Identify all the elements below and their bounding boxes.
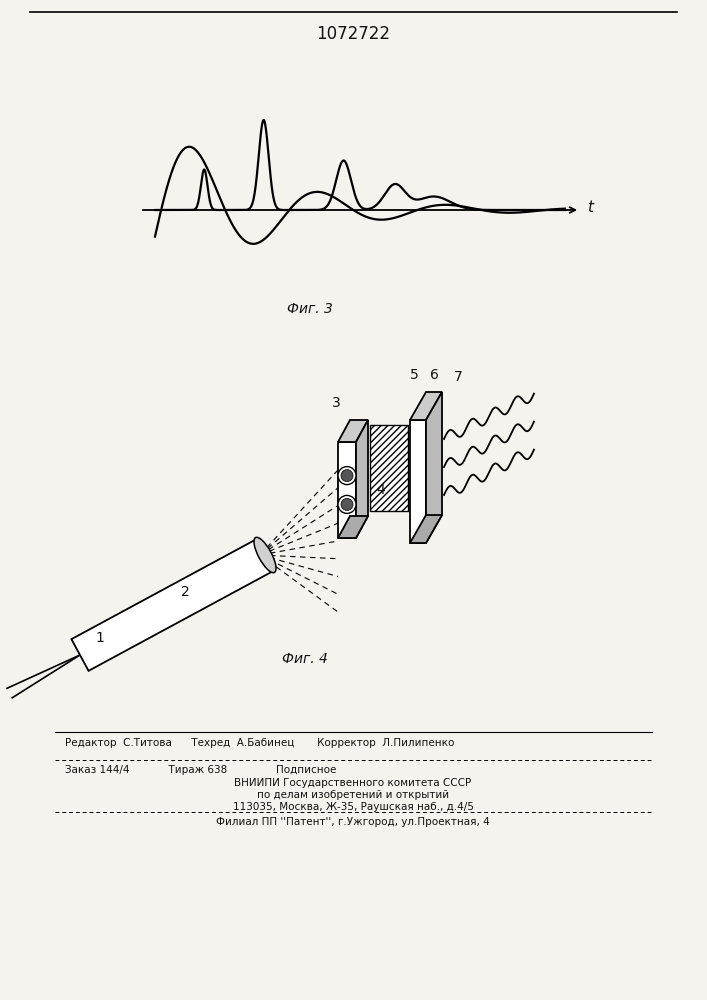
Polygon shape [370, 425, 408, 511]
Circle shape [341, 470, 353, 482]
Polygon shape [356, 420, 368, 538]
Circle shape [341, 498, 353, 510]
Circle shape [338, 467, 356, 485]
Text: по делам изобретений и открытий: по делам изобретений и открытий [257, 790, 449, 800]
Text: 4: 4 [376, 483, 385, 497]
Text: 6: 6 [430, 368, 438, 382]
Polygon shape [71, 539, 274, 671]
Text: Фиг. 4: Фиг. 4 [282, 652, 328, 666]
Text: Филиал ПП ''Патент'', г.Ужгород, ул.Проектная, 4: Филиал ПП ''Патент'', г.Ужгород, ул.Прое… [216, 817, 490, 827]
Text: 2: 2 [180, 585, 189, 599]
Text: ВНИИПИ Государственного комитета СССР: ВНИИПИ Государственного комитета СССР [235, 778, 472, 788]
Polygon shape [338, 442, 356, 538]
Ellipse shape [254, 537, 276, 573]
Text: Фиг. 3: Фиг. 3 [287, 302, 333, 316]
Text: 1072722: 1072722 [316, 25, 390, 43]
Polygon shape [410, 420, 426, 543]
Text: 113035, Москва, Ж-35, Раушская наб., д.4/5: 113035, Москва, Ж-35, Раушская наб., д.4… [233, 802, 474, 812]
Text: t: t [587, 200, 593, 216]
Circle shape [338, 495, 356, 513]
Text: 7: 7 [454, 370, 463, 384]
Polygon shape [426, 392, 442, 543]
Text: Редактор  С.Титова      Техред  А.Бабинец       Корректор  Л.Пилипенко: Редактор С.Титова Техред А.Бабинец Корре… [65, 738, 455, 748]
Text: Заказ 144/4            Тираж 638               Подписное: Заказ 144/4 Тираж 638 Подписное [65, 765, 337, 775]
Polygon shape [338, 420, 368, 442]
Polygon shape [410, 515, 442, 543]
Polygon shape [410, 392, 442, 420]
Text: 1: 1 [95, 631, 105, 645]
Text: 3: 3 [332, 396, 340, 410]
Polygon shape [338, 516, 368, 538]
Text: 5: 5 [411, 368, 419, 382]
